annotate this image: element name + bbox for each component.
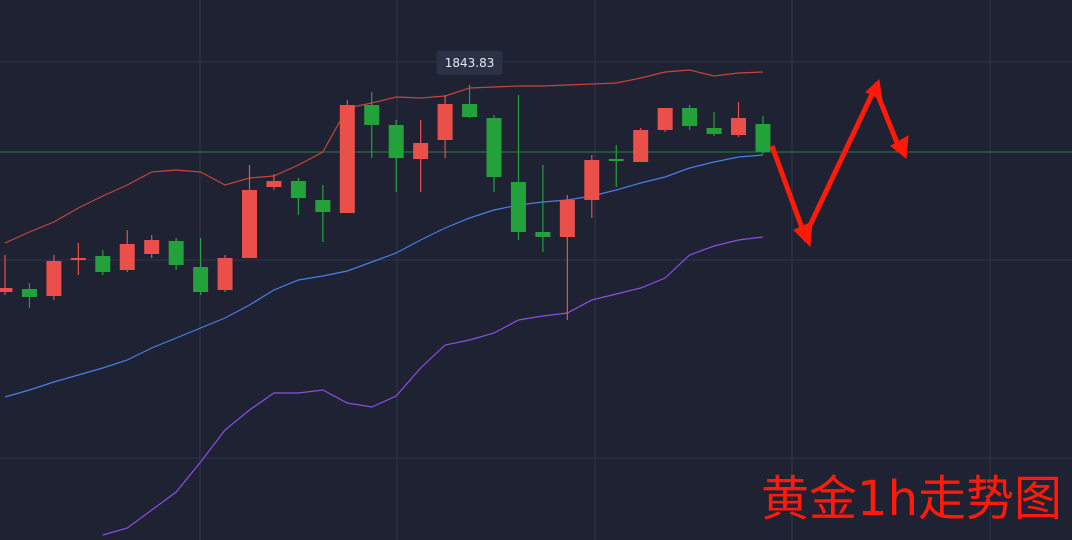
candle-body <box>388 125 404 158</box>
candle-body <box>462 104 478 117</box>
candle-body <box>70 258 86 260</box>
candle-body <box>682 108 698 126</box>
candle-body <box>144 240 160 254</box>
candle-body <box>633 130 649 162</box>
forecast-arrows <box>769 78 909 248</box>
zigzag-arrow <box>769 81 903 243</box>
chart-title: 黄金1h走势图 <box>761 471 1062 527</box>
plot: 1843.83 <box>0 50 1072 536</box>
candle-body <box>95 256 111 272</box>
candle-body <box>584 160 600 200</box>
candle-body <box>364 105 380 125</box>
candle-body <box>486 118 502 177</box>
candle-body <box>608 159 624 161</box>
candle-body <box>21 289 37 297</box>
candle-body <box>266 181 282 187</box>
candle-body <box>168 241 184 265</box>
candle-body <box>413 143 429 159</box>
candle-body <box>119 244 135 270</box>
candle-body <box>706 128 722 134</box>
band-line <box>4 154 763 398</box>
candle-body <box>242 190 257 258</box>
arrow-head <box>890 135 909 159</box>
arrow-head <box>793 221 813 248</box>
band-line <box>102 236 763 536</box>
candle-body <box>559 200 575 237</box>
candle-body <box>46 261 62 296</box>
candle-body <box>535 232 551 237</box>
candle-body <box>510 182 526 232</box>
candle-body <box>339 105 355 213</box>
candle-body <box>437 104 453 140</box>
high-label: 1843.83 <box>445 56 495 70</box>
candle-body <box>193 267 209 292</box>
candle-body <box>755 124 771 152</box>
arrow-head <box>865 78 883 101</box>
candle-body <box>290 181 306 198</box>
candle-body <box>657 108 673 130</box>
candle-body <box>0 288 13 292</box>
high-label-box <box>436 50 503 75</box>
band-line <box>4 69 763 244</box>
candle-body <box>315 200 331 212</box>
candle-body <box>217 258 233 290</box>
candle-body <box>731 118 746 135</box>
